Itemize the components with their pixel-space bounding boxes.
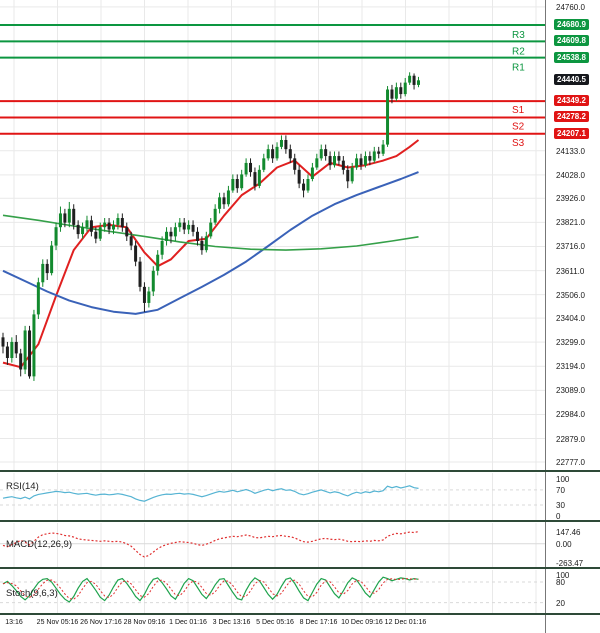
- candles-layer: [1, 72, 420, 381]
- stoch-pane-svg: [0, 570, 545, 613]
- resistance-label: R2: [512, 46, 525, 57]
- support-label: S1: [512, 105, 525, 116]
- stoch-pane: Stoch(9,6,3): [0, 570, 545, 613]
- time-label: 28 Nov 09:16: [123, 619, 166, 626]
- price-tick: 23821.0: [556, 218, 585, 228]
- time-label: 5 Dec 05:16: [256, 619, 294, 626]
- macd-pane-title: MACD(12,26,9): [6, 539, 72, 550]
- macd-pane: MACD(12,26,9): [0, 523, 545, 567]
- axis-border: [545, 0, 546, 633]
- resistance-label: R3: [512, 30, 525, 41]
- rsi-axis-tick: 30: [556, 500, 565, 510]
- price-tick: 23611.0: [556, 266, 585, 276]
- price-tick: 24133.0: [556, 146, 585, 156]
- support-price-badge: 24349.2: [554, 95, 589, 107]
- resistance-price-badge: 24538.8: [554, 51, 589, 63]
- support-resistance-layer: R3 R2 R1 S1 S2 S3: [0, 24, 545, 149]
- last-price-badge: 24440.5: [554, 74, 589, 86]
- support-price-badge: 24278.2: [554, 111, 589, 123]
- price-tick: 23089.0: [556, 386, 585, 396]
- pane-separator: [0, 520, 600, 522]
- time-label: 10 Dec 09:16: [341, 619, 383, 626]
- macd-axis-tick: 0.00: [556, 539, 572, 549]
- time-label: 26 Nov 17:16: [80, 619, 122, 626]
- price-tick: 23926.0: [556, 194, 585, 204]
- stoch-axis-tick: 20: [556, 598, 565, 608]
- price-tick: 23404.0: [556, 314, 585, 324]
- pane-separator: [0, 470, 600, 472]
- resistance-price-badge: 24680.9: [554, 19, 589, 31]
- price-tick: 22984.0: [556, 410, 585, 420]
- price-tick: 23299.0: [556, 338, 585, 348]
- pane-separator: [0, 567, 600, 569]
- support-label: S3: [512, 138, 525, 149]
- price-tick: 22879.0: [556, 434, 585, 444]
- macd-axis-tick: -263.47: [556, 559, 584, 568]
- rsi-axis-tick: 70: [556, 485, 565, 495]
- price-axis: 24760.0 24133.0 24028.0 23926.0 23821.0 23716…: [546, 0, 600, 633]
- time-axis: 13:16 25 Nov 05:16 26 Nov 17:16 28 Nov 09:1…: [0, 616, 600, 633]
- macd-axis-tick: 147.46: [556, 527, 581, 537]
- time-label: 3 Dec 13:16: [212, 619, 251, 626]
- price-tick: 23194.0: [556, 362, 585, 372]
- rsi-axis-tick: 0: [556, 512, 561, 522]
- gridlines-layer: [0, 0, 545, 470]
- resistance-price-badge: 24609.8: [554, 35, 589, 47]
- resistance-label: R1: [512, 63, 525, 74]
- time-label: 12 Dec 01:16: [384, 619, 427, 626]
- time-label: 25 Nov 05:16: [36, 619, 79, 626]
- stoch-pane-title: Stoch(9,6,3): [6, 588, 58, 599]
- pane-separator: [0, 613, 600, 615]
- support-label: S2: [512, 121, 525, 132]
- rsi-pane: RSI(14): [0, 473, 545, 520]
- stoch-axis-tick: 80: [556, 578, 565, 588]
- price-tick: 24028.0: [556, 170, 585, 180]
- price-tick: 22777.0: [556, 457, 585, 467]
- price-tick: 24760.0: [556, 2, 585, 12]
- rsi-pane-svg: [0, 473, 545, 520]
- support-price-badge: 24207.1: [554, 127, 589, 139]
- time-label: 1 Dec 01:16: [169, 619, 207, 626]
- price-tick: 23716.0: [556, 242, 585, 252]
- ma-fast-line: [2, 139, 420, 369]
- time-label: 8 Dec 17:16: [299, 619, 338, 626]
- price-tick: 23506.0: [556, 290, 585, 300]
- macd-pane-svg: [0, 523, 545, 567]
- rsi-pane-title: RSI(14): [6, 481, 39, 492]
- price-pane: R3 R2 R1 S1 S2 S3: [0, 0, 545, 470]
- price-plot-svg: R3 R2 R1 S1 S2 S3: [0, 0, 545, 470]
- moving-averages-layer: [2, 139, 420, 369]
- rsi-axis-tick: 100: [556, 474, 570, 484]
- ma-mid-line: [2, 171, 419, 315]
- stoch-axis-tick: 100: [556, 571, 570, 581]
- time-label: 13:16: [5, 619, 23, 626]
